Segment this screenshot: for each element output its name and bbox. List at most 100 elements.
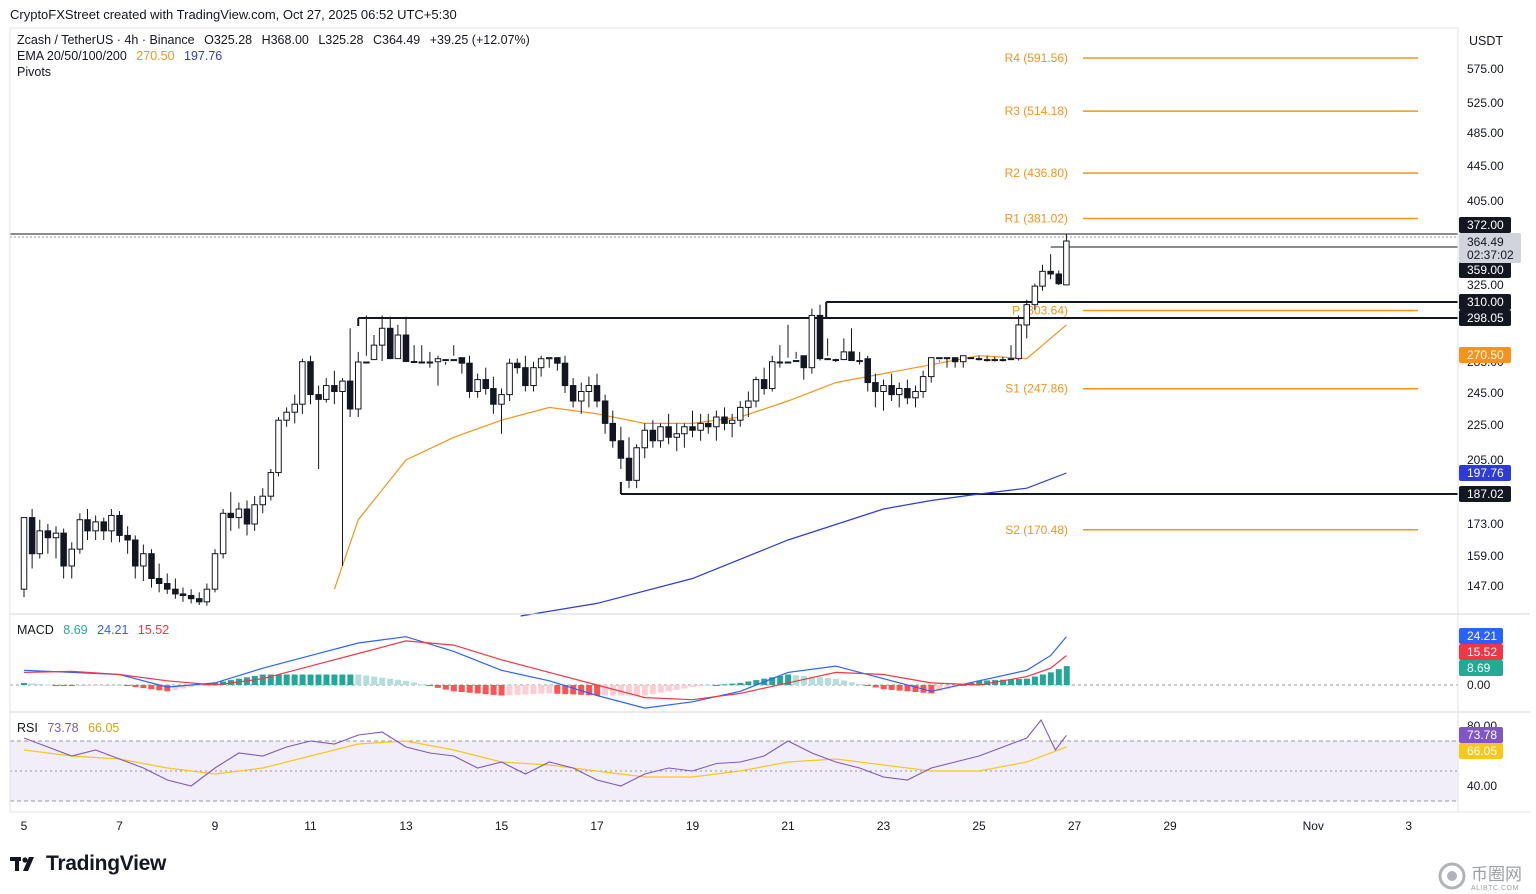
candle-body: [450, 359, 457, 362]
macd-hist-bar: [578, 685, 585, 695]
candle: [975, 355, 983, 361]
y-tick-label: 325.00: [1467, 278, 1504, 292]
ema-200-line: [520, 472, 1067, 617]
rsi-line: [23, 718, 1067, 787]
candle-body: [633, 447, 640, 481]
candle-body: [227, 512, 235, 519]
header-note: CryptoFXStreet created with TradingView.…: [10, 7, 457, 22]
last-price-tag-bg: [1459, 233, 1521, 263]
candle: [124, 526, 131, 554]
candle: [442, 359, 449, 365]
macd-hist-bar: [442, 685, 449, 690]
ema-tag-bg: [1459, 465, 1511, 481]
candle-body: [259, 495, 266, 506]
macd-pane: [10, 636, 1458, 709]
candle-body: [919, 376, 927, 393]
candle: [490, 376, 497, 414]
candle: [203, 583, 211, 606]
candle-body: [370, 344, 378, 361]
candle: [187, 589, 195, 604]
macd-hist-bar: [633, 685, 640, 696]
macd-hist-bar: [100, 685, 107, 686]
macd-hist-bar: [928, 685, 935, 694]
macd-hist-bar: [610, 685, 617, 696]
y-tick-label: 173.00: [1467, 517, 1504, 531]
pivot-label-r3: R3 (514.18): [1005, 104, 1068, 118]
candle: [768, 355, 776, 392]
candle: [537, 355, 545, 377]
price-tag-bg: [1459, 262, 1511, 278]
macd-tag-bg: [1459, 644, 1503, 660]
candle-body: [967, 357, 975, 360]
macd-tag: 24.21: [1459, 628, 1503, 644]
rsi-tag: 66.05: [1459, 743, 1503, 759]
candle-body: [848, 351, 855, 362]
candle-body: [386, 327, 394, 360]
macd-hist-bar: [371, 676, 378, 685]
y-tick-label: 225.00: [1467, 418, 1504, 432]
macd-hist-bar: [60, 685, 67, 686]
x-tick-label: 29: [1163, 819, 1177, 833]
candle-body: [959, 355, 967, 363]
candle-body: [760, 379, 768, 390]
macd-hist-bar: [498, 685, 505, 696]
macd-hist-bar: [363, 675, 370, 685]
candle-body: [355, 361, 362, 410]
macd-hist-bar: [28, 683, 35, 685]
ema-tag-bg: [1459, 347, 1511, 363]
candle-body: [124, 534, 131, 541]
candle-body: [219, 512, 227, 555]
macd-hist-bar: [1039, 674, 1046, 685]
macd-hist-bar: [84, 685, 91, 686]
macd-hist-bar: [1063, 666, 1070, 685]
candle: [378, 315, 386, 362]
price-tag: 298.05: [1459, 310, 1511, 326]
macd-hist-bar: [291, 674, 298, 685]
price-tag-label: 359.00: [1467, 263, 1504, 277]
rsi-legend: RSI 73.78 66.05: [17, 721, 119, 735]
candle-body: [880, 385, 887, 393]
candle: [816, 304, 824, 361]
candle: [856, 351, 863, 365]
price-tag-label: 372.00: [1467, 218, 1504, 232]
countdown-label: 02:37:02: [1467, 248, 1514, 262]
x-tick-label: 9: [212, 819, 219, 833]
macd-hist-bar: [824, 678, 831, 685]
candle: [951, 357, 959, 368]
macd-hist-bar: [466, 685, 473, 693]
candle: [410, 345, 418, 364]
candle: [1007, 345, 1015, 361]
macd-hist-bar: [777, 675, 784, 685]
candle: [402, 316, 410, 363]
rsi-tag-label: 66.05: [1467, 744, 1497, 758]
tradingview-logo[interactable]: TradingView: [10, 852, 166, 876]
macd-hist-bar: [172, 685, 179, 690]
candle: [721, 407, 728, 431]
candle: [657, 423, 664, 448]
candle: [1039, 264, 1046, 291]
candle-body: [784, 361, 792, 364]
macd-hist-bar: [124, 685, 131, 687]
macd-line: [23, 636, 1067, 709]
candle-body: [36, 530, 44, 555]
macd-hist-bar: [21, 682, 27, 685]
macd-legend: MACD 8.69 24.21 15.52: [17, 623, 169, 637]
macd-hist-bar: [44, 684, 51, 686]
candle: [705, 413, 712, 434]
candle: [904, 379, 911, 405]
macd-hist-bar: [52, 685, 59, 686]
macd-hist-bar: [267, 674, 274, 685]
macd-hist-bar: [68, 685, 75, 687]
macd-hist-bar: [299, 674, 306, 685]
price-tag: 310.00: [1459, 294, 1511, 310]
macd-hist-bar: [458, 685, 465, 693]
candle-body: [681, 426, 688, 435]
candle-body: [1031, 285, 1039, 306]
candle-body: [251, 504, 258, 525]
candle: [697, 413, 704, 441]
candle-body: [187, 595, 195, 600]
candle: [307, 355, 314, 405]
price-tag: 359.00: [1459, 262, 1511, 278]
candle: [880, 379, 887, 411]
